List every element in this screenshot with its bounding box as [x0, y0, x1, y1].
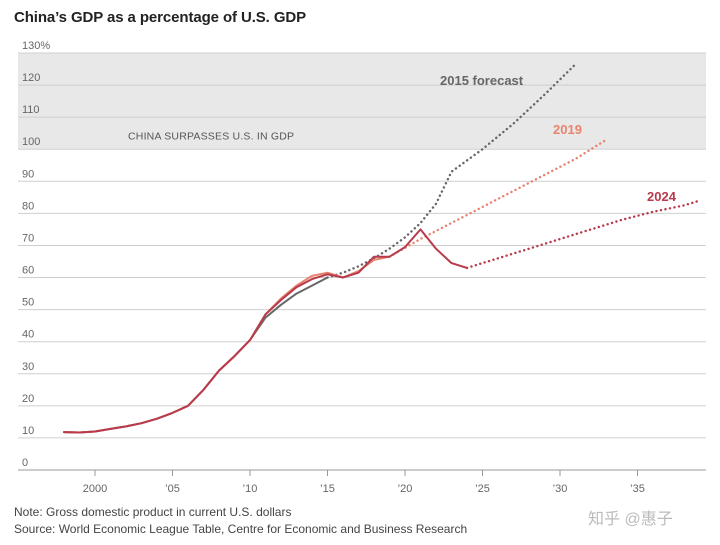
watermark: 知乎 @惠子 [588, 511, 673, 528]
y-tick-label: 10 [22, 425, 34, 437]
x-tick-label: ’30 [553, 483, 568, 495]
series-label-2019: 2019 [553, 122, 582, 137]
y-tick-label: 70 [22, 232, 34, 244]
series-label-2015-forecast: 2015 forecast [440, 73, 524, 88]
y-tick-label: 90 [22, 168, 34, 180]
x-tick-label: ’20 [398, 483, 413, 495]
y-tick-label: 0 [22, 457, 28, 469]
y-tick-label: 80 [22, 200, 34, 212]
y-tick-label: 110 [22, 104, 40, 116]
y-tick-label: 20 [22, 393, 34, 405]
shaded-region-label: CHINA SURPASSES U.S. IN GDP [128, 131, 294, 143]
y-tick-label: 60 [22, 265, 34, 277]
y-tick-label: 50 [22, 297, 34, 309]
y-tick-label: 120 [22, 72, 40, 84]
x-tick-label: ’15 [320, 483, 335, 495]
series-line-2015-forecast [63, 276, 329, 434]
chart-source: Source: World Economic League Table, Cen… [14, 522, 468, 536]
series-forecast-2019 [388, 138, 608, 258]
x-tick-label: 2000 [83, 483, 107, 495]
chart-note: Note: Gross domestic product in current … [14, 505, 292, 519]
y-tick-label: 100 [22, 136, 40, 148]
series-label-2024: 2024 [647, 189, 677, 204]
x-tick-label: ’10 [243, 483, 258, 495]
chart-title: China’s GDP as a percentage of U.S. GDP [14, 9, 307, 26]
series-forecast-2015-forecast [326, 62, 577, 279]
x-tick-label: ’05 [165, 483, 180, 495]
y-tick-label: 130% [22, 40, 50, 52]
series-line-2024 [63, 228, 468, 434]
series-forecast-2024 [465, 199, 701, 270]
y-tick-label: 40 [22, 329, 34, 341]
y-tick-label: 30 [22, 361, 34, 373]
x-tick-label: ’25 [475, 483, 490, 495]
x-tick-label: ’35 [630, 483, 645, 495]
shaded-region [18, 53, 706, 150]
